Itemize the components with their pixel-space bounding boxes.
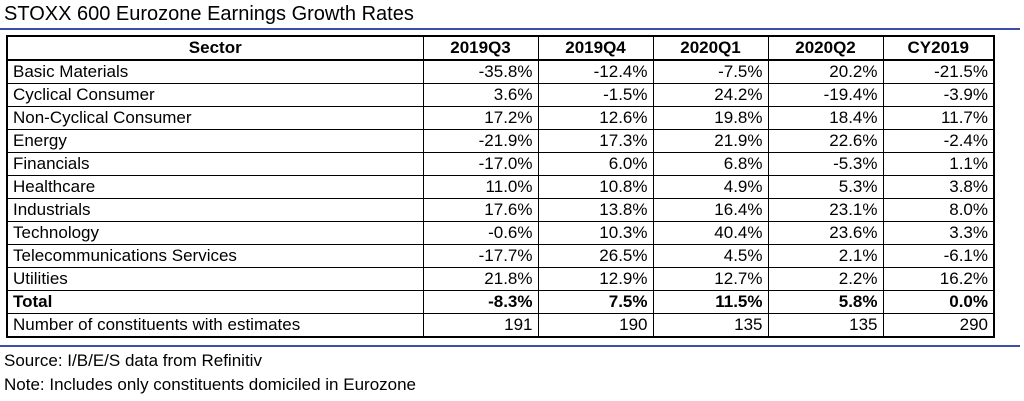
value-cell: 4.5%	[652, 244, 769, 268]
value-cell: 20.2%	[767, 59, 884, 84]
value-cell: 18.4%	[767, 106, 884, 130]
report-title: STOXX 600 Eurozone Earnings Growth Rates	[4, 3, 414, 25]
column-header-2019q3: 2019Q3	[422, 35, 539, 61]
value-cell: -21.5%	[882, 59, 995, 84]
value-cell: 26.5%	[537, 244, 654, 268]
value-cell: -0.6%	[422, 221, 539, 245]
value-cell: -3.9%	[882, 83, 995, 107]
sector-name: Cyclical Consumer	[6, 83, 424, 107]
value-cell: 22.6%	[767, 129, 884, 153]
earnings-growth-table: Sector 2019Q3 2019Q4 2020Q1 2020Q2 CY201…	[6, 35, 995, 338]
value-cell: -17.7%	[422, 244, 539, 268]
value-cell: -19.4%	[767, 83, 884, 107]
table-row: Cyclical Consumer 3.6% -1.5% 24.2% -19.4…	[6, 83, 995, 107]
table-header-row: Sector 2019Q3 2019Q4 2020Q1 2020Q2 CY201…	[6, 35, 995, 61]
value-cell: 40.4%	[652, 221, 769, 245]
value-cell: 4.9%	[652, 175, 769, 199]
value-cell: -21.9%	[422, 129, 539, 153]
value-cell: 1.1%	[882, 152, 995, 176]
table-row: Financials -17.0% 6.0% 6.8% -5.3% 1.1%	[6, 152, 995, 176]
column-header-cy2019: CY2019	[882, 35, 995, 61]
table-row: Telecommunications Services -17.7% 26.5%…	[6, 244, 995, 268]
value-cell: 5.3%	[767, 175, 884, 199]
value-cell: 12.7%	[652, 267, 769, 291]
column-header-2019q4: 2019Q4	[537, 35, 654, 61]
constituents-count: 290	[882, 313, 995, 338]
value-cell: 24.2%	[652, 83, 769, 107]
column-header-2020q2: 2020Q2	[767, 35, 884, 61]
value-cell: -6.1%	[882, 244, 995, 268]
table-row: Non-Cyclical Consumer 17.2% 12.6% 19.8% …	[6, 106, 995, 130]
value-cell: 17.3%	[537, 129, 654, 153]
value-cell: 16.4%	[652, 198, 769, 222]
value-cell: 2.1%	[767, 244, 884, 268]
value-cell: 6.8%	[652, 152, 769, 176]
sector-name: Basic Materials	[6, 59, 424, 84]
value-cell: 2.2%	[767, 267, 884, 291]
title-rule	[0, 28, 1020, 30]
total-value: 7.5%	[537, 290, 654, 314]
constituents-count: 191	[422, 313, 539, 338]
column-header-sector: Sector	[6, 35, 424, 61]
value-cell: 19.8%	[652, 106, 769, 130]
sector-name: Industrials	[6, 198, 424, 222]
sector-name: Healthcare	[6, 175, 424, 199]
constituents-count: 190	[537, 313, 654, 338]
total-value: -8.3%	[422, 290, 539, 314]
value-cell: 10.8%	[537, 175, 654, 199]
value-cell: 21.8%	[422, 267, 539, 291]
value-cell: 3.3%	[882, 221, 995, 245]
constituents-count: 135	[652, 313, 769, 338]
table-row: Basic Materials -35.8% -12.4% -7.5% 20.2…	[6, 59, 995, 84]
value-cell: -17.0%	[422, 152, 539, 176]
constituents-count: 135	[767, 313, 884, 338]
value-cell: 8.0%	[882, 198, 995, 222]
constituents-row: Number of constituents with estimates 19…	[6, 313, 995, 338]
sector-name: Energy	[6, 129, 424, 153]
table-row: Healthcare 11.0% 10.8% 4.9% 5.3% 3.8%	[6, 175, 995, 199]
table-row: Utilities 21.8% 12.9% 12.7% 2.2% 16.2%	[6, 267, 995, 291]
constituents-label: Number of constituents with estimates	[6, 313, 424, 338]
table-row: Industrials 17.6% 13.8% 16.4% 23.1% 8.0%	[6, 198, 995, 222]
value-cell: 21.9%	[652, 129, 769, 153]
value-cell: -5.3%	[767, 152, 884, 176]
value-cell: 23.6%	[767, 221, 884, 245]
value-cell: -7.5%	[652, 59, 769, 84]
value-cell: 3.6%	[422, 83, 539, 107]
value-cell: 12.9%	[537, 267, 654, 291]
total-row: Total -8.3% 7.5% 11.5% 5.8% 0.0%	[6, 290, 995, 314]
value-cell: -35.8%	[422, 59, 539, 84]
table-row: Technology -0.6% 10.3% 40.4% 23.6% 3.3%	[6, 221, 995, 245]
footer-rule	[0, 345, 1020, 347]
sector-name: Non-Cyclical Consumer	[6, 106, 424, 130]
total-value: 5.8%	[767, 290, 884, 314]
value-cell: 11.0%	[422, 175, 539, 199]
value-cell: 6.0%	[537, 152, 654, 176]
value-cell: 23.1%	[767, 198, 884, 222]
sector-name: Telecommunications Services	[6, 244, 424, 268]
total-value: 11.5%	[652, 290, 769, 314]
value-cell: -2.4%	[882, 129, 995, 153]
value-cell: 17.6%	[422, 198, 539, 222]
footnote: Note: Includes only constituents domicil…	[4, 375, 417, 394]
sector-name: Utilities	[6, 267, 424, 291]
value-cell: 11.7%	[882, 106, 995, 130]
value-cell: 16.2%	[882, 267, 995, 291]
value-cell: -1.5%	[537, 83, 654, 107]
value-cell: 13.8%	[537, 198, 654, 222]
value-cell: 17.2%	[422, 106, 539, 130]
sector-name: Technology	[6, 221, 424, 245]
column-header-2020q1: 2020Q1	[652, 35, 769, 61]
table-row: Energy -21.9% 17.3% 21.9% 22.6% -2.4%	[6, 129, 995, 153]
value-cell: -12.4%	[537, 59, 654, 84]
source-note: Source: I/B/E/S data from Refinitiv	[4, 351, 262, 370]
value-cell: 10.3%	[537, 221, 654, 245]
value-cell: 3.8%	[882, 175, 995, 199]
sector-name: Financials	[6, 152, 424, 176]
value-cell: 12.6%	[537, 106, 654, 130]
total-value: 0.0%	[882, 290, 995, 314]
total-label: Total	[6, 290, 424, 314]
